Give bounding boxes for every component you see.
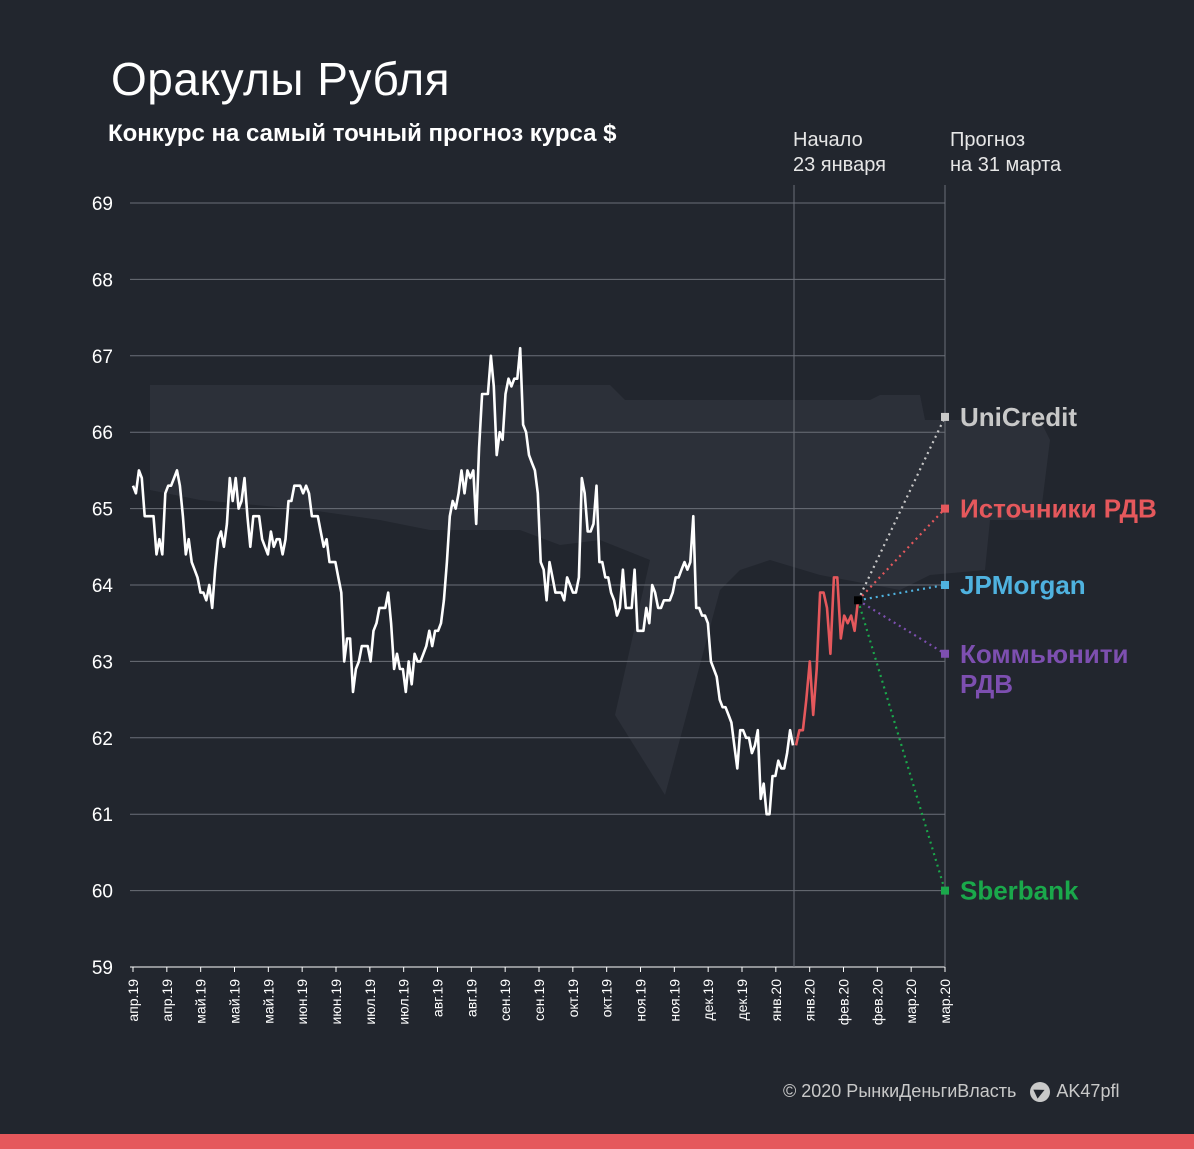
forecast-point	[941, 504, 949, 513]
accent-bar	[0, 1134, 1194, 1149]
x-tick-label: июл.19	[396, 979, 412, 1025]
x-tick-label: май.19	[227, 979, 243, 1024]
forecast-point	[941, 581, 949, 589]
x-tick-label: июл.19	[362, 979, 378, 1025]
forecast-line	[857, 583, 946, 602]
forecast-label: UniCredit	[960, 402, 1077, 432]
x-tick-label: янв.20	[768, 979, 784, 1021]
x-tick-label: июн.19	[294, 979, 310, 1025]
x-tick-label: июн.19	[328, 979, 344, 1025]
forecast-line	[856, 599, 947, 891]
copyright-text: © 2020 РынкиДеньгиВласть	[783, 1081, 1017, 1101]
x-tick-label: фев.20	[836, 979, 852, 1025]
x-tick-label: апр.19	[159, 979, 175, 1022]
recent-series-line	[794, 576, 860, 746]
x-tick-label: май.19	[193, 979, 209, 1024]
x-tick-label: фев.20	[869, 979, 885, 1025]
rifle-watermark	[150, 385, 1050, 795]
x-tick-label: ноя.19	[633, 979, 649, 1022]
x-tick-label: окт.19	[565, 979, 581, 1018]
y-tick-label: 68	[92, 270, 113, 291]
y-tick-label: 66	[92, 423, 113, 444]
chart-grid	[130, 202, 945, 968]
y-tick-label: 61	[92, 805, 113, 826]
y-tick-label: 59	[92, 958, 113, 979]
y-tick-label: 60	[92, 882, 113, 903]
forecast-label: Коммьюнити РДВ	[960, 639, 1128, 699]
x-tick-label: авг.19	[463, 979, 479, 1017]
x-tick-label: апр.19	[125, 979, 141, 1022]
telegram-icon	[1030, 1081, 1051, 1102]
forecast-layer: UniCredit Источники РДВ JPMorgan Коммьюнити…	[854, 402, 1157, 906]
x-tick-label: мар.20	[937, 979, 953, 1024]
x-tick-label: сен.19	[531, 979, 547, 1021]
forecast-point	[941, 886, 949, 895]
x-tick-label: авг.19	[430, 979, 446, 1017]
start-marker-label: Начало 23 января	[793, 129, 886, 176]
marker-lines	[793, 185, 946, 967]
x-tick-label: ноя.19	[666, 979, 682, 1022]
forecast-point	[941, 412, 949, 421]
x-tick-label: окт.19	[599, 979, 615, 1018]
y-axis: 69 68 67 66 65 64 63 62 61 60 59	[92, 194, 114, 979]
forecast-label: Sberbank	[960, 876, 1079, 906]
y-tick-label: 64	[92, 576, 114, 597]
y-tick-label: 69	[92, 194, 113, 215]
forecast-line	[857, 416, 946, 601]
x-tick-label: дек.19	[734, 979, 750, 1021]
x-tick-label: май.19	[260, 979, 276, 1024]
forecast-origin-point	[854, 596, 862, 605]
series-lines	[131, 346, 860, 816]
y-tick-label: 67	[92, 347, 113, 368]
forecast-label: JPMorgan	[960, 570, 1086, 600]
forecast-marker-label: Прогноз на 31 марта	[950, 129, 1062, 176]
forecast-line	[857, 599, 946, 655]
telegram-handle: AK47pfl	[1056, 1081, 1120, 1101]
history-series-line	[131, 346, 795, 816]
footer: © 2020 РынкиДеньгиВласть AK47pfl	[783, 1081, 1119, 1102]
y-tick-label: 62	[92, 729, 113, 750]
x-tick-label: дек.19	[700, 979, 716, 1021]
x-tick-label: янв.20	[802, 979, 818, 1021]
x-axis: апр.19 апр.19 май.19 май.19 май.19 июн.19 июн.…	[125, 966, 953, 1025]
page-title: Оракулы Рубля	[111, 53, 450, 105]
forecast-point	[941, 649, 949, 658]
x-tick-label: сен.19	[497, 979, 513, 1021]
forecast-label: Источники РДВ	[960, 494, 1157, 524]
page-subtitle: Конкурс на самый точный прогноз курса $	[108, 120, 617, 147]
y-tick-label: 63	[92, 652, 113, 673]
x-tick-label: мар.20	[903, 979, 919, 1024]
y-tick-label: 65	[92, 500, 113, 521]
